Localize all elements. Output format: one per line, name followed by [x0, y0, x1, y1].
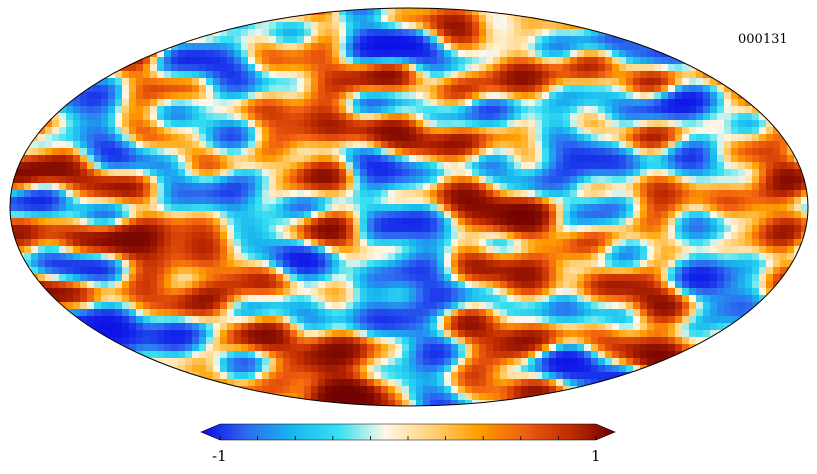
colorbar-ticks — [219, 436, 597, 440]
colorbar — [200, 423, 616, 441]
colorbar-max-label: 1 — [591, 447, 601, 465]
map-outline — [9, 7, 809, 407]
map-field — [10, 8, 808, 406]
map-id-label: 000131 — [738, 32, 788, 47]
colorbar-min-label: -1 — [212, 447, 227, 465]
